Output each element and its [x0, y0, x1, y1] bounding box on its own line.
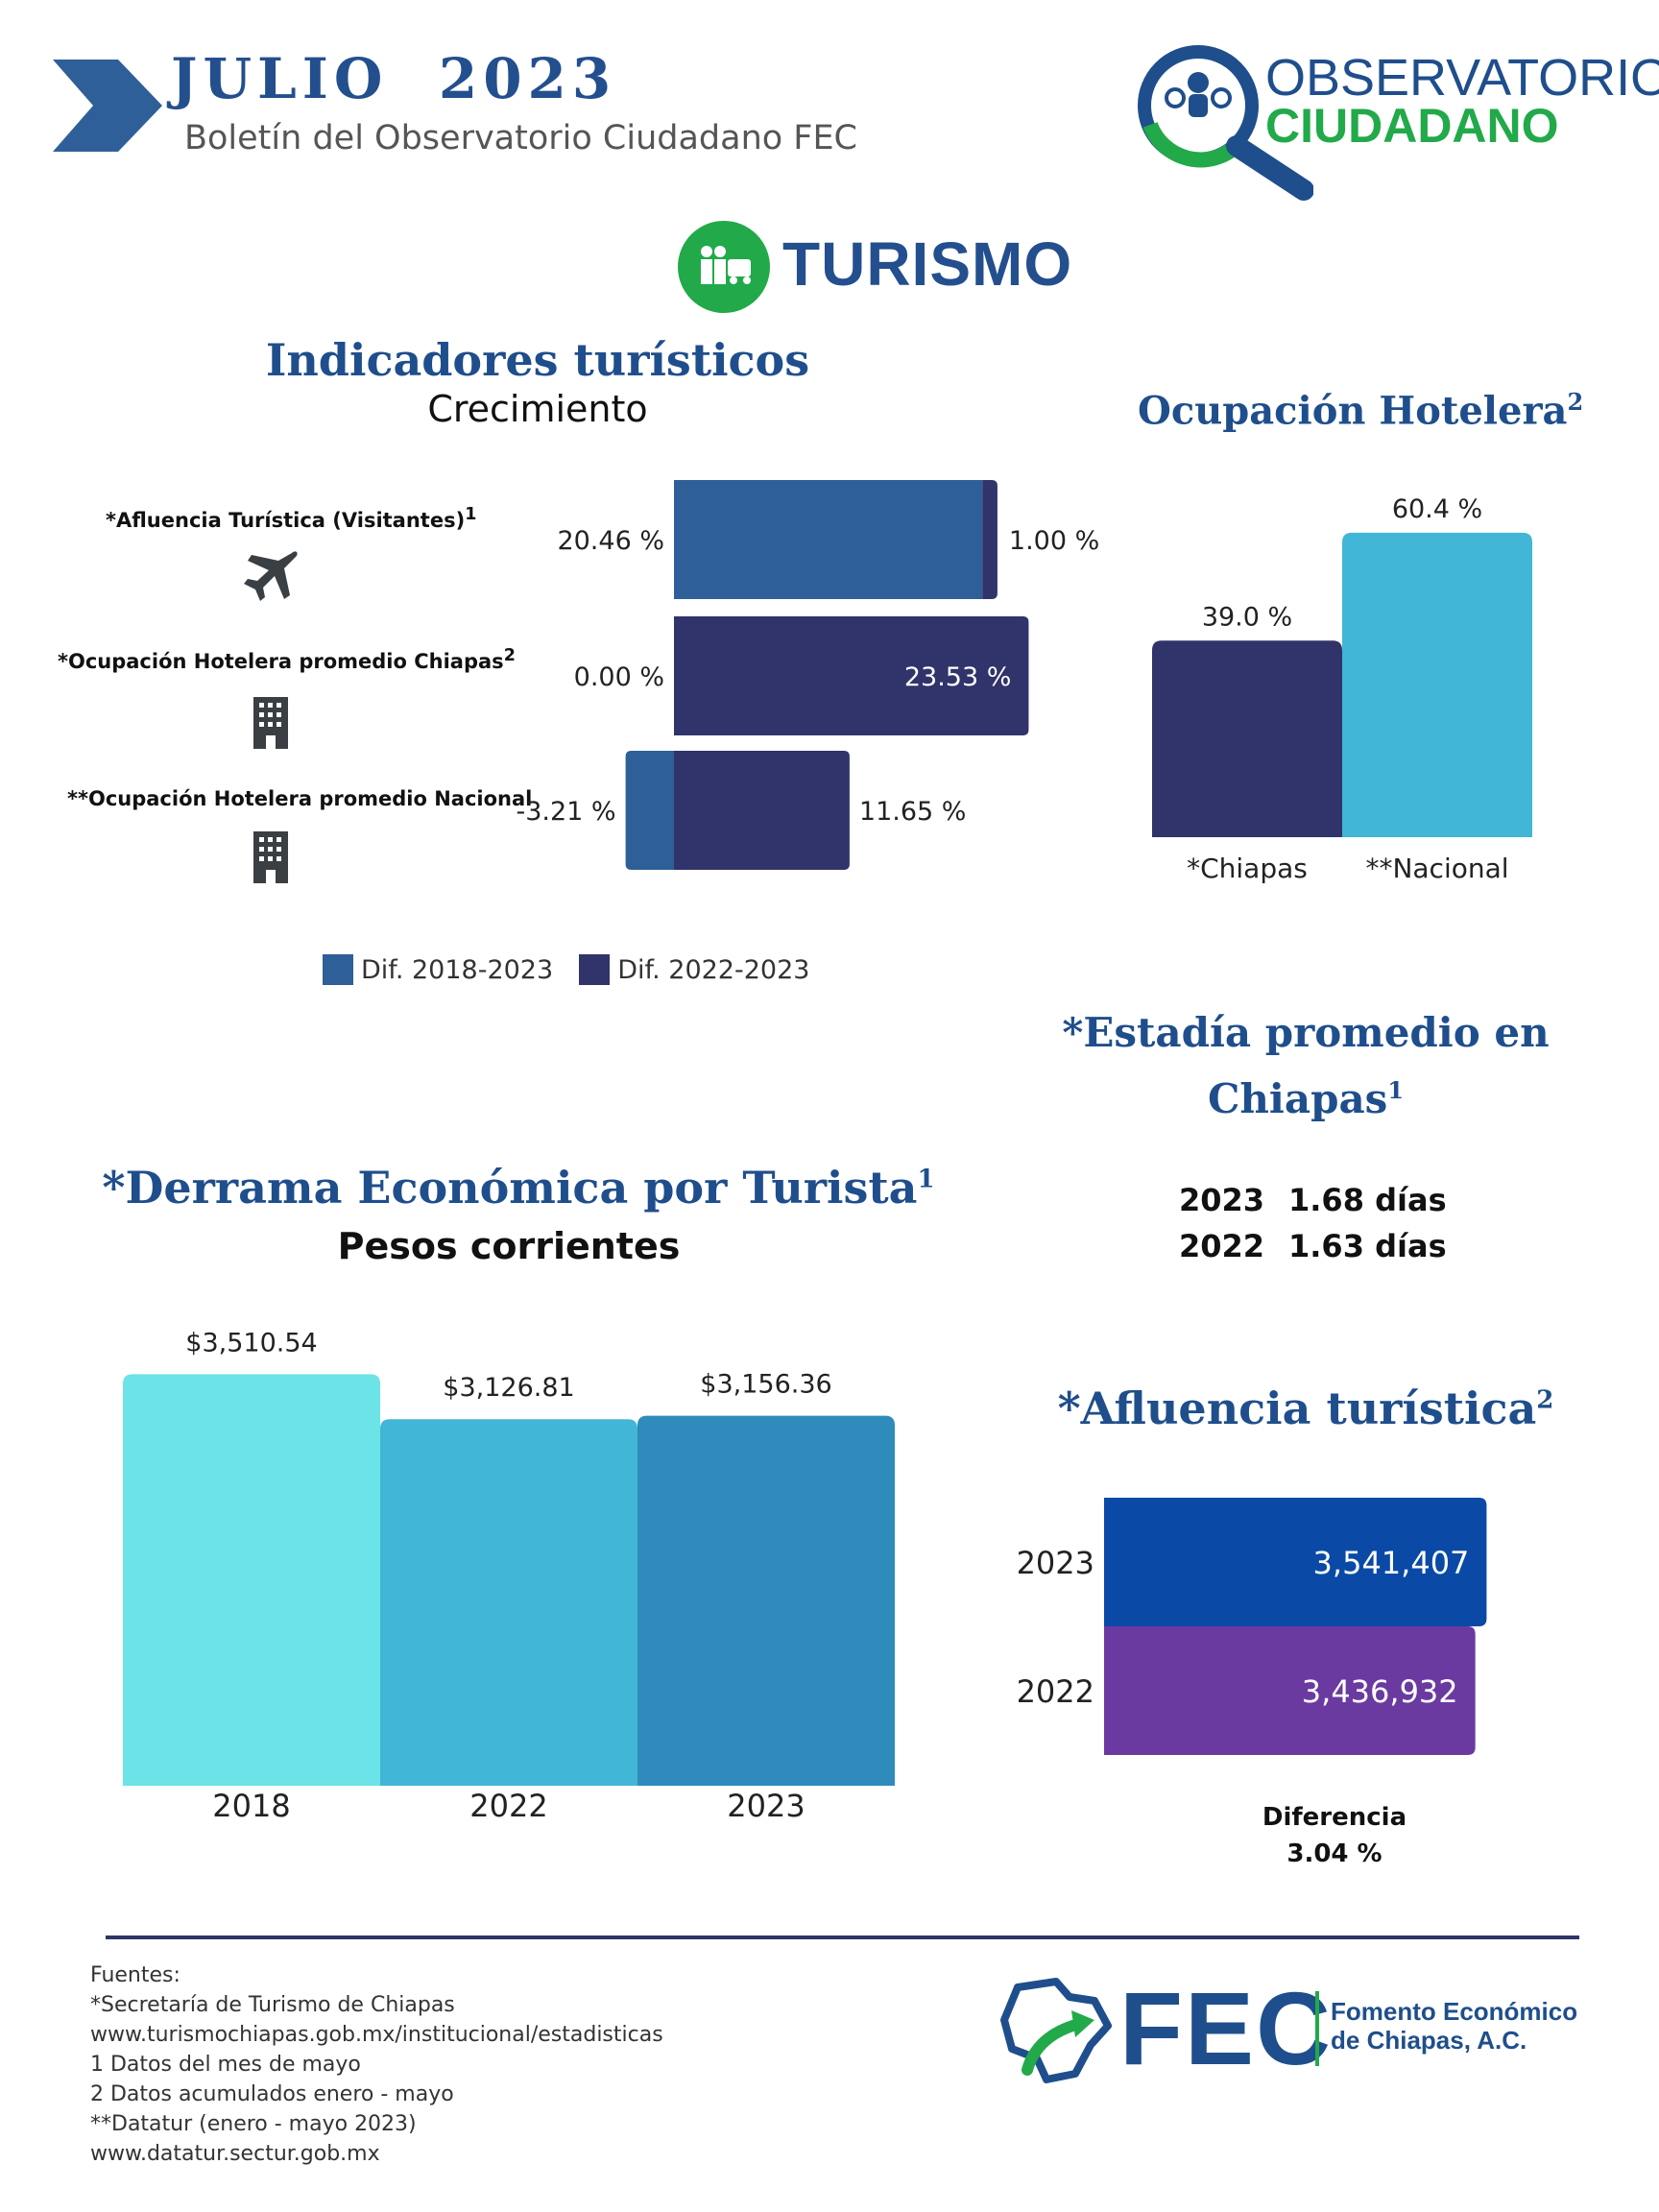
data-label-2022-2023: 1.00 % — [1009, 526, 1099, 556]
bar-dif-2022-2023 — [674, 616, 1029, 735]
indicator-label-affluence: *Afluencia Turística (Visitantes)1 — [106, 505, 477, 532]
building-icon — [253, 831, 288, 883]
tick-label-spending: 2022 — [469, 1788, 547, 1824]
fec-logo-text: FEC — [1119, 1970, 1333, 2086]
bar-occupancy — [1152, 640, 1342, 837]
header-arrow-icon — [53, 60, 162, 152]
tick-label-spending: 2018 — [212, 1788, 290, 1824]
growth-legend: Dif. 2018-2023 Dif. 2022-2023 — [323, 954, 830, 989]
data-label-affluence: 3,436,932 — [1302, 1673, 1458, 1710]
data-label-affluence: 3,541,407 — [1313, 1545, 1470, 1581]
bar-occupancy — [1342, 532, 1532, 837]
source-link[interactable]: www.datatur.sectur.gob.mx — [90, 2142, 380, 2166]
bar-affluence — [1104, 1626, 1476, 1755]
spending-subtitle: Pesos corrientes — [337, 1225, 681, 1267]
data-label-spending: $3,126.81 — [443, 1373, 574, 1403]
fec-logo-divider — [1315, 1991, 1319, 2066]
legend-item-2022-2023: Dif. 2022-2023 — [579, 954, 809, 985]
indicators-subtitle: Crecimiento — [427, 388, 648, 430]
observatorio-logo-icon — [1138, 45, 1313, 201]
data-label-2018-2023: -3.21 % — [516, 797, 615, 827]
occupancy-bar-chart: 39.0 % *Chiapas 60.4 % **Nacional — [1152, 494, 1532, 884]
section-title: TURISMO — [782, 229, 1073, 299]
observatorio-logo-text-2: CIUDADANO — [1265, 99, 1559, 153]
data-label-2022-2023: 23.53 % — [904, 662, 1012, 692]
bar-dif-2018-2023 — [674, 480, 983, 599]
growth-bar-chart: 20.46 % 1.00 % 0.00 % 23.53 % -3.21 % 11.65 % — [516, 480, 1099, 870]
indicators-title: Indicadores turísticos — [265, 334, 810, 386]
bar-spending — [637, 1415, 895, 1786]
tick-label-occupancy: **Nacional — [1365, 853, 1508, 884]
airplane-icon — [244, 551, 298, 601]
occupancy-title: Ocupación Hotelera2 — [1138, 388, 1584, 434]
data-label-spending: $3,510.54 — [185, 1328, 317, 1358]
legend-swatch-2022-2023 — [579, 954, 611, 985]
bar-dif-2022-2023 — [674, 751, 850, 870]
tick-label-affluence: 2023 — [1017, 1545, 1094, 1581]
sources-list: Fuentes: *Secretaría de Turismo de Chiap… — [90, 1960, 663, 2169]
tourism-icon — [678, 221, 770, 313]
observatorio-logo-text-1: OBSERVATORIO — [1265, 49, 1659, 107]
bar-dif-2022-2023 — [982, 480, 998, 599]
building-icon — [253, 697, 288, 749]
bar-affluence — [1104, 1498, 1487, 1626]
bar-dif-2018-2023 — [625, 751, 674, 870]
stay-row: 2023 1.68 días — [1179, 1182, 1447, 1218]
tick-label-occupancy: *Chiapas — [1187, 853, 1308, 884]
stay-row: 2022 1.63 días — [1179, 1228, 1447, 1264]
data-label-2018-2023: 20.46 % — [557, 526, 664, 556]
affluence-difference: Diferencia 3.04 % — [1262, 1803, 1407, 1868]
tick-label-affluence: 2022 — [1017, 1673, 1094, 1710]
source-link[interactable]: www.turismochiapas.gob.mx/institucional/… — [90, 2023, 663, 2047]
data-label-occupancy: 60.4 % — [1392, 494, 1482, 524]
fec-name: Fomento Económico de Chiapas, A.C. — [1331, 1997, 1578, 2055]
spending-bar-chart: $3,510.54 2018 $3,126.81 2022 $3,156.36 2023 — [123, 1328, 895, 1824]
indicator-label-occupancy-national: **Ocupación Hotelera promedio Nacional — [67, 787, 533, 810]
data-label-2018-2023: 0.00 % — [574, 662, 664, 692]
stay-table: 2023 1.68 días 2022 1.63 días — [1179, 1177, 1447, 1269]
data-label-spending: $3,156.36 — [700, 1370, 831, 1400]
spending-title: *Derrama Económica por Turista1 — [102, 1162, 935, 1214]
stay-title: *Estadía promedio en Chiapas1 — [1062, 1009, 1550, 1122]
header-subtitle: Boletín del Observatorio Ciudadano FEC — [184, 119, 857, 157]
legend-swatch-2018-2023 — [323, 954, 353, 985]
bar-spending — [123, 1374, 380, 1786]
footer-divider — [106, 1936, 1579, 1939]
fec-logo-icon — [1000, 1978, 1112, 2083]
affluence-title: *Afluencia turística2 — [1057, 1382, 1554, 1434]
affluence-bar-chart: 3,541,407 2023 3,436,932 2022 — [1017, 1498, 1487, 1755]
tick-label-spending: 2023 — [727, 1788, 805, 1824]
legend-item-2018-2023: Dif. 2018-2023 — [323, 954, 553, 985]
data-label-2022-2023: 11.65 % — [859, 797, 967, 827]
data-label-occupancy: 39.0 % — [1202, 602, 1292, 632]
header-month-year: JULIO 2023 — [171, 46, 617, 111]
indicator-label-occupancy-chiapas: *Ocupación Hotelera promedio Chiapas2 — [58, 646, 516, 673]
bar-spending — [380, 1419, 637, 1786]
